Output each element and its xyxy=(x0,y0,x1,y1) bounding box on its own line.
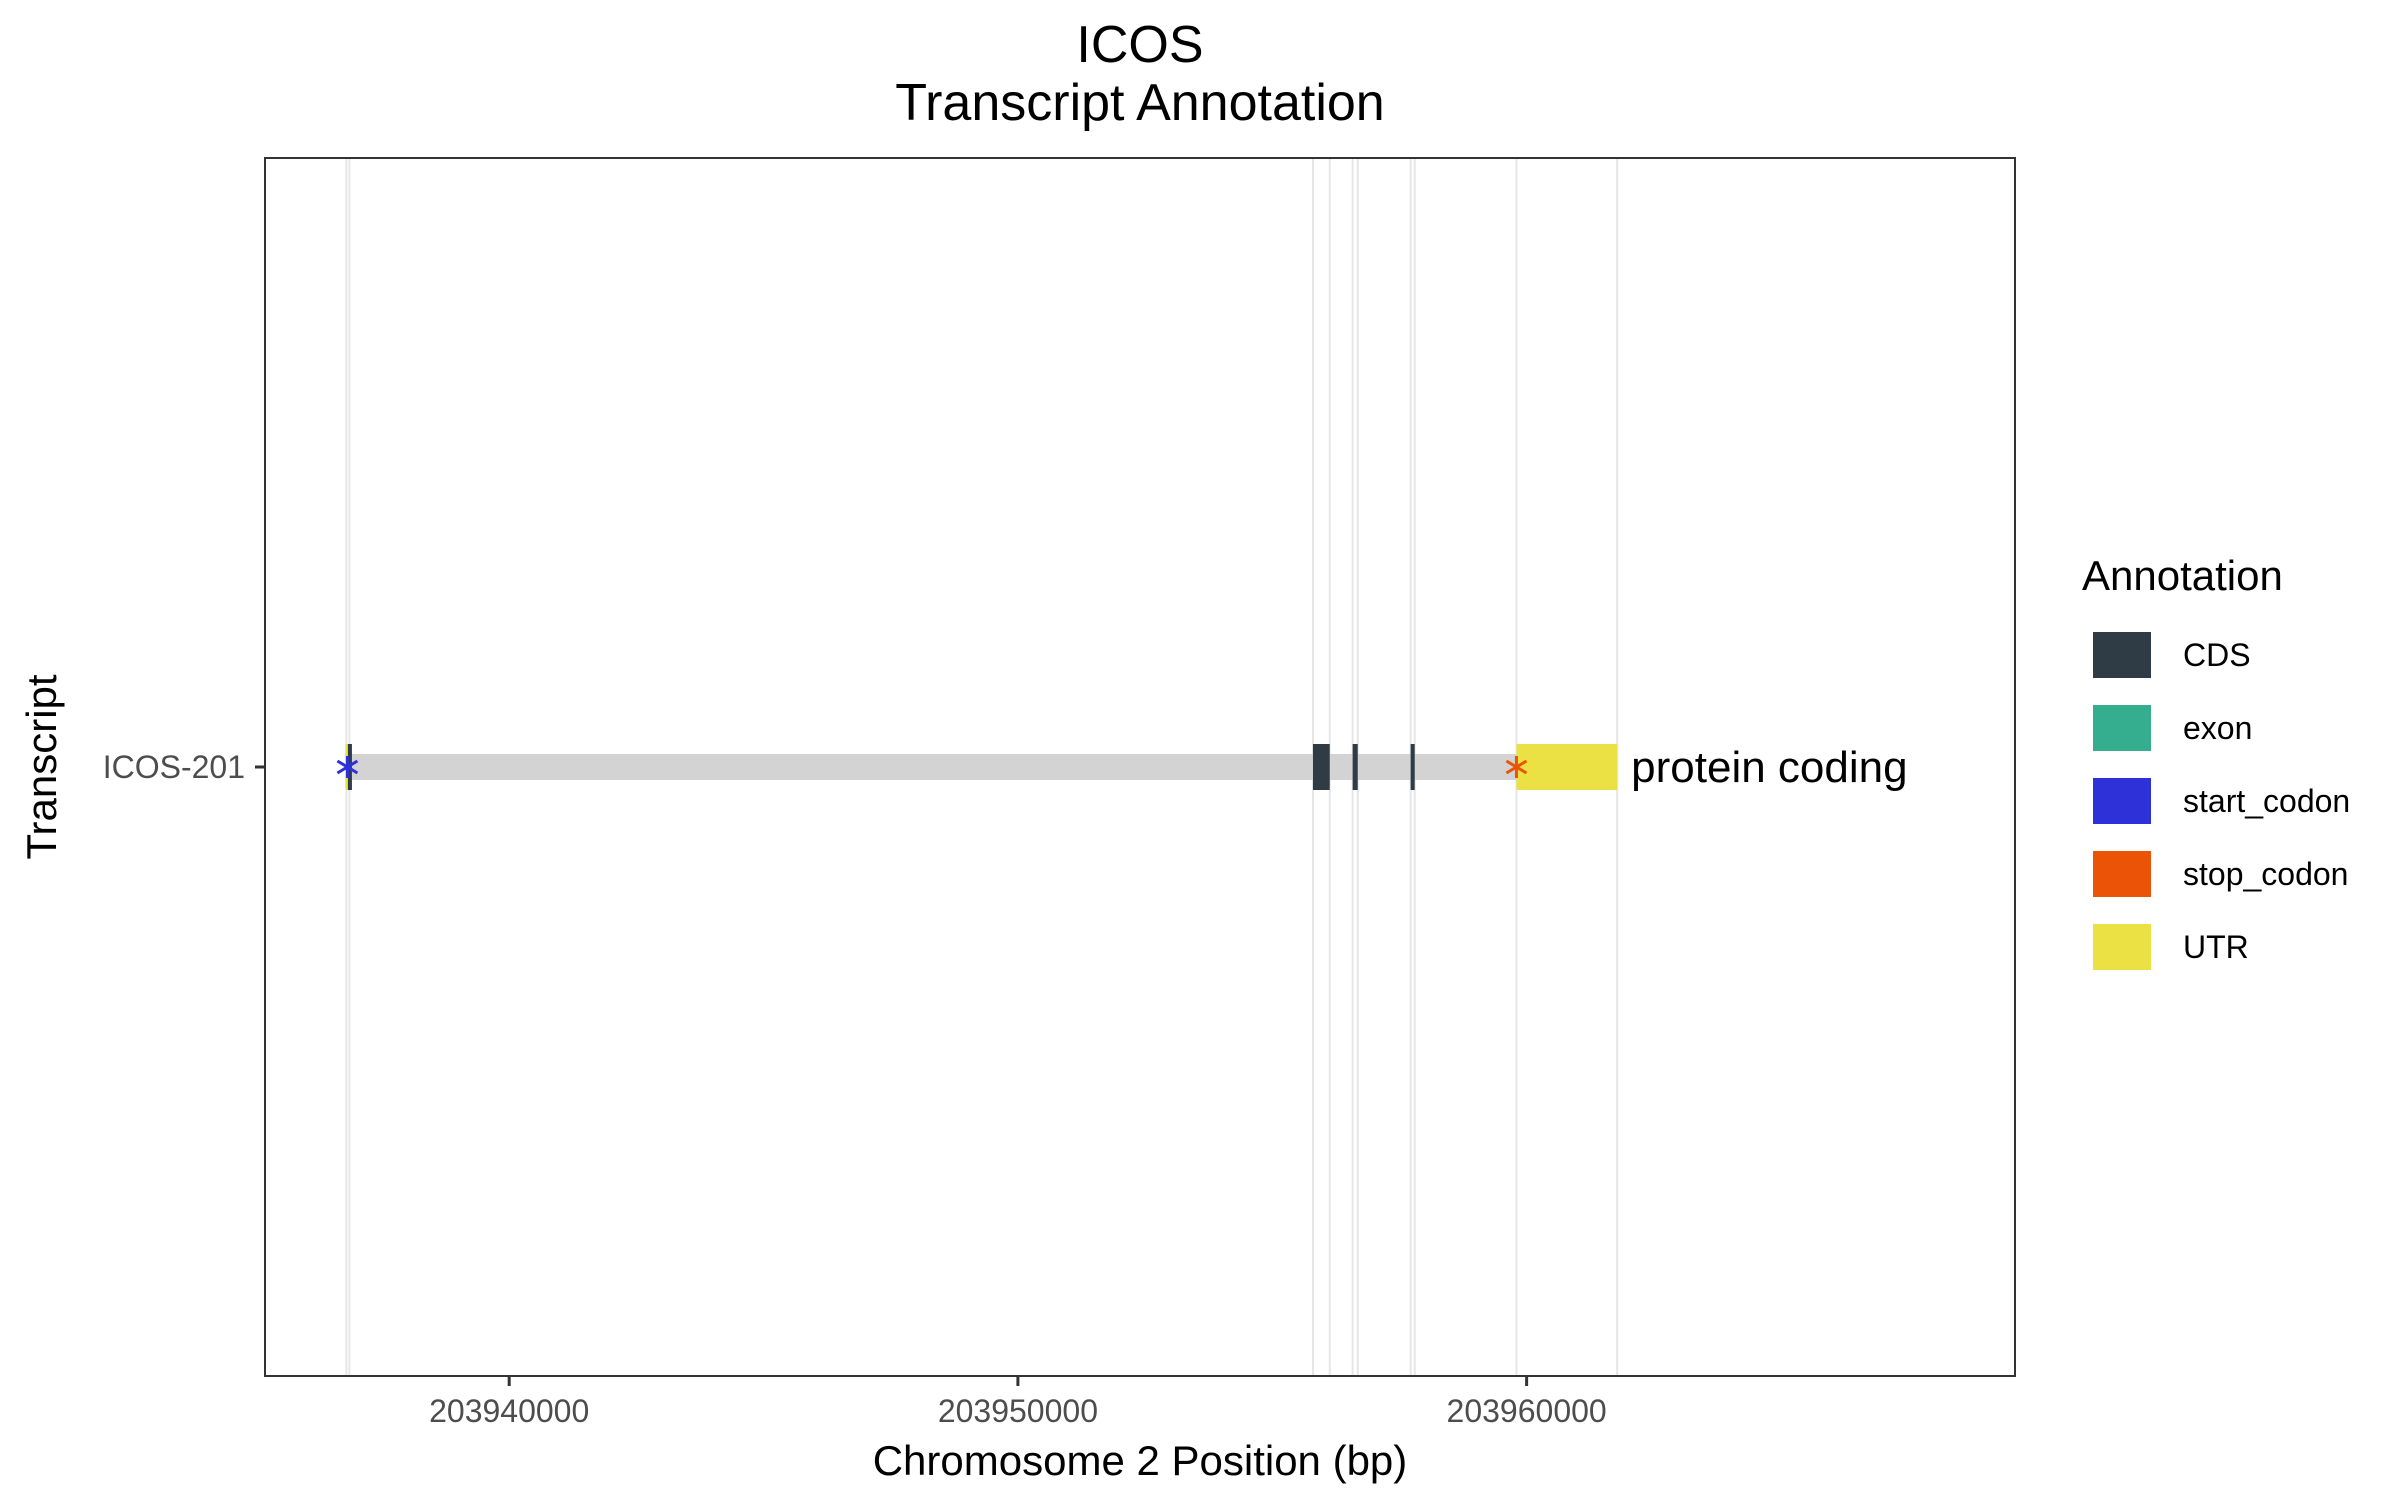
legend-swatch-cds xyxy=(2093,632,2151,678)
legend-label-utr: UTR xyxy=(2183,929,2249,965)
y-tick-label: ICOS-201 xyxy=(103,749,245,785)
legend-swatch-stop-codon xyxy=(2093,851,2151,897)
legend-label-cds: CDS xyxy=(2183,637,2251,673)
legend: Annotation CDS exon start_codon stop_codon U… xyxy=(2082,552,2350,970)
cds-block xyxy=(1353,744,1358,790)
x-tick-label: 203940000 xyxy=(429,1393,589,1429)
legend-title: Annotation xyxy=(2082,552,2283,599)
chart-subtitle: Transcript Annotation xyxy=(895,74,1384,132)
legend-swatch-exon xyxy=(2093,705,2151,751)
intron-bar xyxy=(346,754,1516,780)
legend-label-start-codon: start_codon xyxy=(2183,783,2350,819)
cds-block xyxy=(1411,744,1415,790)
x-axis-ticks: 203940000 203950000 203960000 xyxy=(429,1376,1607,1429)
chart-title: ICOS xyxy=(1076,16,1203,74)
legend-items: CDS exon start_codon stop_codon UTR xyxy=(2093,632,2350,970)
y-axis-ticks: ICOS-201 xyxy=(103,749,265,785)
legend-swatch-utr xyxy=(2093,924,2151,970)
legend-label-exon: exon xyxy=(2183,710,2252,746)
transcript-biotype-label: protein coding xyxy=(1631,743,1907,792)
x-axis-title: Chromosome 2 Position (bp) xyxy=(873,1437,1408,1484)
cds-block xyxy=(1313,744,1330,790)
legend-swatch-start-codon xyxy=(2093,778,2151,824)
x-tick-label: 203950000 xyxy=(938,1393,1098,1429)
y-axis-title: Transcript xyxy=(18,674,65,859)
legend-label-stop-codon: stop_codon xyxy=(2183,856,2348,892)
x-tick-label: 203960000 xyxy=(1447,1393,1607,1429)
utr-block xyxy=(1516,744,1617,790)
